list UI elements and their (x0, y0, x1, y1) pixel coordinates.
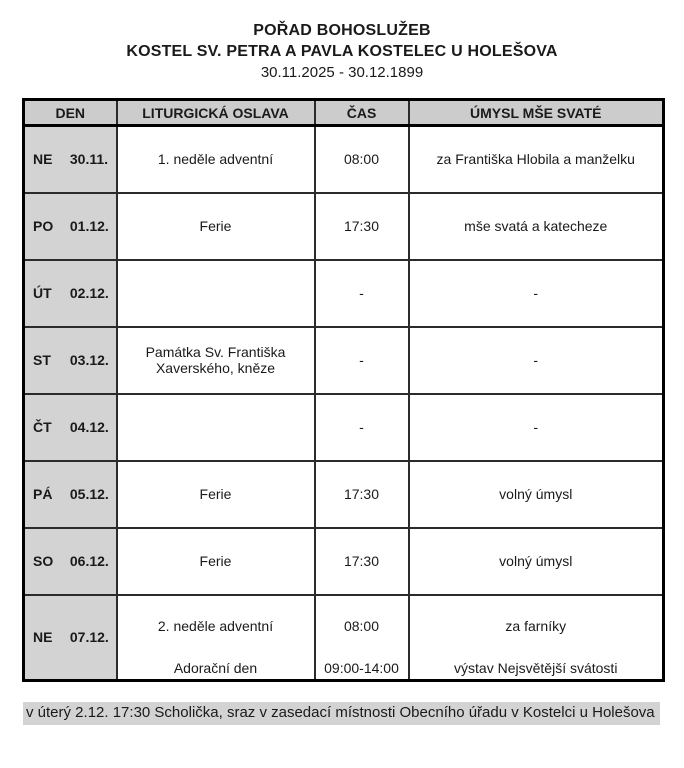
table-row: ST 03.12. Památka Sv. Františka Xaverské… (22, 325, 665, 395)
time-secondary: 09:00-14:00 (324, 660, 399, 677)
time-cell: 08:00 09:00-14:00 (313, 593, 410, 682)
table-row: ČT 04.12. - - (22, 392, 665, 462)
day-cell: SO 06.12. (22, 526, 118, 596)
intention-cell: - (407, 392, 665, 462)
time-cell: - (313, 325, 410, 395)
table-header-row: DEN LITURGICKÁ OSLAVA ČAS ÚMYSL MŠE SVAT… (22, 98, 665, 127)
day-abbr: ÚT (33, 285, 52, 301)
column-header-oslava: LITURGICKÁ OSLAVA (115, 98, 316, 127)
celebration-cell: Ferie (115, 191, 316, 261)
page-subtitle: KOSTEL SV. PETRA A PAVLA KOSTELEC U HOLE… (126, 43, 558, 60)
celebration-cell (115, 392, 316, 462)
celebration-cell: Ferie (115, 526, 316, 596)
table-row: NE 07.12. 2. neděle adventní Adorační de… (22, 593, 665, 682)
celebration-cell: Ferie (115, 459, 316, 529)
celebration-primary: 2. neděle adventní (157, 618, 274, 635)
day-date: 03.12. (69, 352, 109, 368)
page-title: POŘAD BOHOSLUŽEB (253, 22, 431, 39)
table-row: PO 01.12. Ferie 17:30 mše svatá a katech… (22, 191, 665, 261)
table-row: ÚT 02.12. - - (22, 258, 665, 328)
day-cell: PÁ 05.12. (22, 459, 118, 529)
intention-cell: za Františka Hlobila a manželku (407, 124, 665, 194)
day-cell: NE 30.11. (22, 124, 118, 194)
day-cell: ÚT 02.12. (22, 258, 118, 328)
day-date: 06.12. (69, 553, 109, 569)
page-heading: POŘAD BOHOSLUŽEB KOSTEL SV. PETRA A PAVL… (0, 0, 684, 83)
day-cell: NE 07.12. (22, 593, 118, 682)
day-abbr: PÁ (33, 486, 53, 502)
footer-note: v úterý 2.12. 17:30 Scholička, sraz v za… (23, 702, 660, 725)
celebration-cell: Památka Sv. Františka Xaverského, kněze (115, 325, 316, 395)
day-abbr: NE (33, 629, 53, 646)
celebration-cell (115, 258, 316, 328)
celebration-secondary: Adorační den (173, 660, 258, 677)
column-header-den: DEN (22, 98, 118, 127)
day-abbr: ČT (33, 419, 52, 435)
time-cell: 17:30 (313, 191, 410, 261)
day-abbr: NE (33, 151, 53, 168)
day-abbr: ST (33, 352, 51, 368)
time-cell: 17:30 (313, 526, 410, 596)
time-cell: 08:00 (313, 124, 410, 194)
intention-cell: mše svatá a katecheze (407, 191, 665, 261)
day-cell: PO 01.12. (22, 191, 118, 261)
intention-cell: - (407, 258, 665, 328)
time-cell: - (313, 392, 410, 462)
celebration-cell: 1. neděle adventní (115, 124, 316, 194)
time-cell: 17:30 (313, 459, 410, 529)
time-cell: - (313, 258, 410, 328)
day-date: 04.12. (69, 419, 109, 435)
intention-cell: volný úmysl (407, 526, 665, 596)
day-abbr: PO (33, 218, 54, 234)
intention-cell: za farníky výstav Nejsvětější svátosti (407, 593, 665, 682)
day-date: 02.12. (69, 285, 109, 301)
table-row: NE 30.11. 1. neděle adventní 08:00 za Fr… (22, 124, 665, 194)
table-row: PÁ 05.12. Ferie 17:30 volný úmysl (22, 459, 665, 529)
celebration-cell: 2. neděle adventní Adorační den (115, 593, 316, 682)
column-header-umysl: ÚMYSL MŠE SVATÉ (407, 98, 665, 127)
schedule-table: DEN LITURGICKÁ OSLAVA ČAS ÚMYSL MŠE SVAT… (22, 98, 665, 682)
day-date: 30.11. (69, 151, 109, 168)
day-cell: ČT 04.12. (22, 392, 118, 462)
date-range: 30.11.2025 - 30.12.1899 (260, 64, 424, 81)
day-date: 01.12. (69, 218, 109, 234)
time-primary: 08:00 (343, 618, 380, 635)
intention-cell: volný úmysl (407, 459, 665, 529)
table-row: SO 06.12. Ferie 17:30 volný úmysl (22, 526, 665, 596)
day-abbr: SO (33, 553, 54, 569)
intention-primary: za farníky (505, 618, 567, 635)
day-date: 07.12. (69, 629, 109, 646)
intention-cell: - (407, 325, 665, 395)
day-date: 05.12. (69, 486, 109, 502)
intention-secondary: výstav Nejsvětější svátosti (454, 660, 618, 677)
column-header-cas: ČAS (313, 98, 410, 127)
day-cell: ST 03.12. (22, 325, 118, 395)
